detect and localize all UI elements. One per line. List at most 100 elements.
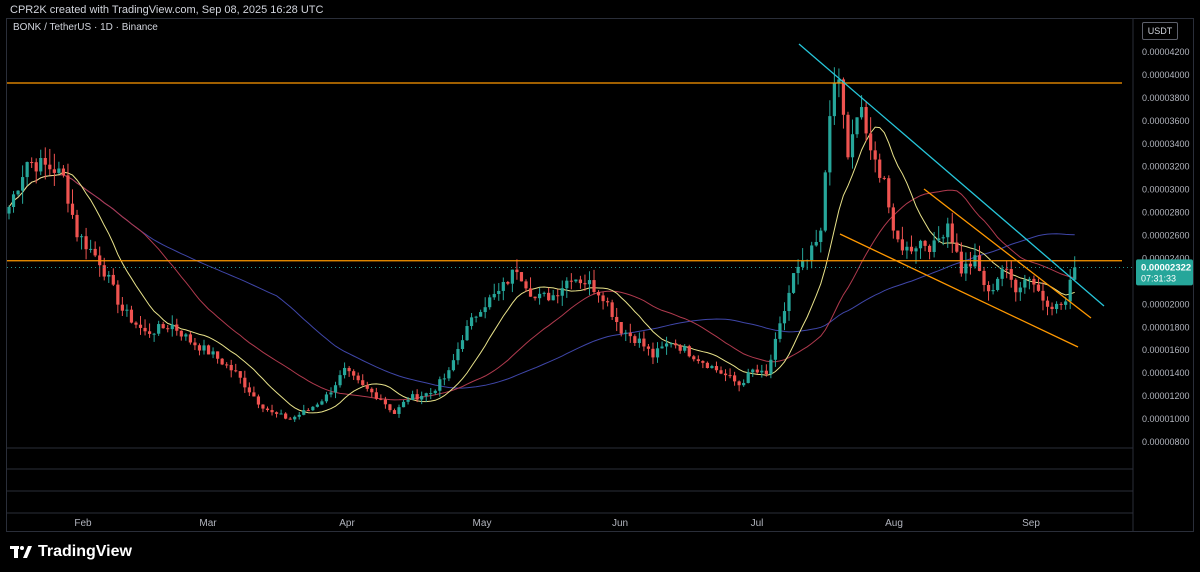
candle-body [474,316,478,318]
candle-body [746,372,750,383]
candle-body [497,290,501,294]
moving-average-slow [8,174,1075,389]
candle-body [415,394,419,400]
candle-body [265,408,270,411]
candle-body [751,369,755,373]
candle-body [841,79,846,115]
candle-body [329,392,333,395]
candle-body [628,332,632,337]
candle-body [43,157,47,165]
credit-text: CPR2K created with TradingView.com, Sep … [10,4,324,16]
candle-body [311,406,315,411]
candle-body [433,390,437,394]
candle-body [48,164,52,170]
candle-body [370,388,374,393]
candle-body [465,326,469,341]
candle-body [991,289,995,292]
current-price-value: 0.00002322 [1141,262,1191,273]
symbol-legend[interactable]: BONK / TetherUS · 1D · Binance [13,22,158,33]
candle-body [769,359,773,375]
currency-button[interactable]: USDT [1142,22,1178,40]
current-price-label [1136,259,1193,286]
candle-body [909,246,914,252]
candle-body [1005,268,1009,270]
candle-body [1009,269,1013,280]
candle-body [914,248,918,252]
candle-body [152,333,156,335]
candle-body [220,358,224,365]
candle-body [102,265,106,277]
candle-body [950,223,954,243]
candle-body [556,295,560,297]
candle-body [606,301,610,303]
candle-body [34,162,38,172]
candle-body [837,79,841,84]
price-tick-label: 0.00001600 [1142,345,1190,355]
candle-body [624,332,628,334]
candle-body [483,307,487,313]
candle-body [379,398,383,400]
candle-body [25,162,29,178]
tradingview-logo[interactable]: TradingView [10,543,132,561]
candle-body [900,239,904,251]
candle-body [456,348,460,361]
candle-body [519,272,524,282]
candle-body [687,346,691,357]
candle-body [306,410,310,412]
tradingview-logo-text: TradingView [38,543,132,560]
time-tick-label: Jul [751,518,764,529]
candle-body [1064,301,1068,305]
candle-body [147,331,152,334]
candle-body [424,393,428,396]
candle-body [460,340,465,349]
candle-body [238,371,242,378]
candle-body [828,116,832,173]
candle-body [633,336,637,343]
candle-body [664,343,669,347]
candle-body [161,324,165,329]
candle-body [896,230,900,240]
candle-body [129,309,134,323]
candle-body [347,367,351,372]
candle-body [216,351,220,359]
price-tick-label: 0.00004200 [1142,47,1190,57]
candle-body [778,323,782,339]
candle-body [596,292,601,296]
candle-body [773,338,778,360]
candle-body [211,351,215,355]
candle-body [170,324,174,330]
candle-body [138,324,143,328]
candle-body [955,242,959,252]
candle-body [655,348,660,358]
candle-body [401,401,406,408]
candle-body [510,269,514,284]
candle-body [574,279,578,282]
price-tick-label: 0.00003400 [1142,139,1190,149]
candle-body [937,238,941,241]
candle-body [302,410,306,415]
candle-body [188,334,192,343]
candle-body [696,359,700,362]
candle-body [429,393,433,395]
candle-body [547,292,551,301]
candle-body [206,345,211,355]
candle-body [279,413,283,415]
candle-body [93,248,97,256]
candle-body [669,343,673,345]
candle-body [733,375,737,382]
candle-body [61,168,66,176]
candle-body [846,114,850,158]
candle-body [388,404,392,411]
candle-body [678,345,682,351]
candle-body [252,392,256,397]
candle-body [560,288,564,296]
candle-body [977,255,982,271]
candle-body [175,324,179,331]
candle-body [1059,303,1063,305]
candle-body [651,348,655,358]
price-tick-label: 0.00002600 [1142,231,1190,241]
candle-body [968,263,973,267]
candle-body [524,281,528,289]
price-tick-label: 0.00001000 [1142,414,1190,424]
